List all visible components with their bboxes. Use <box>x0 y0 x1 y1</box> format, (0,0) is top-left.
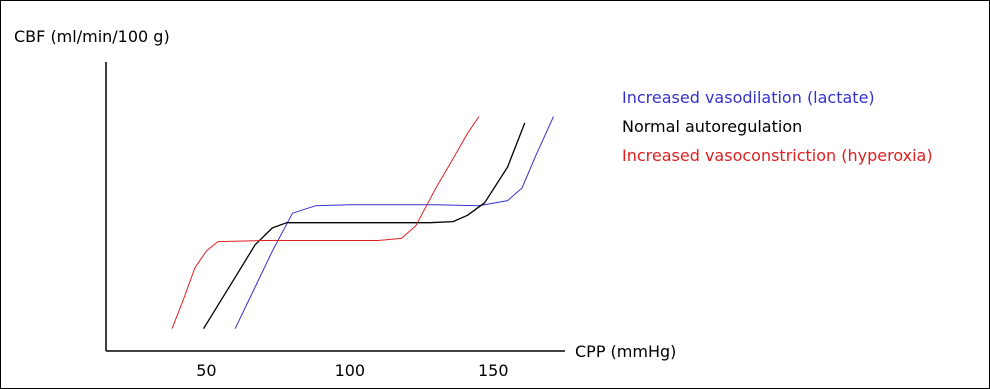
legend-entry-2: Normal autoregulation <box>622 117 802 136</box>
legend-entry-3: Increased vasoconstriction (hyperoxia) <box>622 146 933 165</box>
x-tick-label-50: 50 <box>196 361 216 380</box>
x-tick-label-100: 100 <box>335 361 366 380</box>
series-line-1 <box>234 116 554 329</box>
y-axis-label: CBF (ml/min/100 g) <box>14 27 170 46</box>
series-line-2 <box>202 122 526 330</box>
series-line-3 <box>171 116 480 329</box>
x-axis-label: CPP (mmHg) <box>575 342 676 361</box>
x-tick-label-150: 150 <box>478 361 509 380</box>
legend-entry-1: Increased vasodilation (lactate) <box>622 88 875 107</box>
